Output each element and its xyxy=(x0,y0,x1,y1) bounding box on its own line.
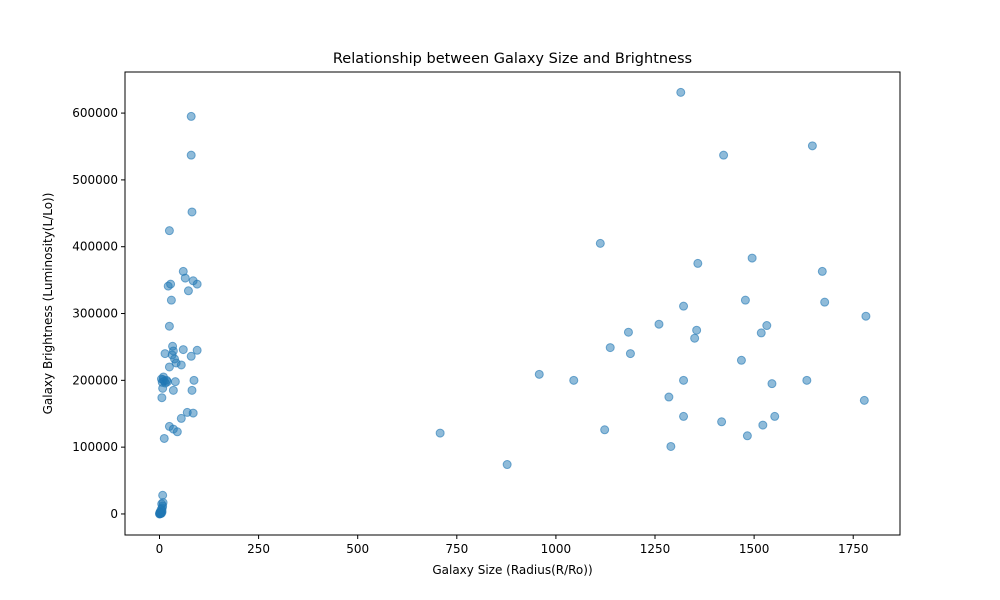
data-point xyxy=(758,420,768,430)
data-point xyxy=(600,425,610,435)
x-axis-label: Galaxy Size (Radius(R/Ro)) xyxy=(432,563,592,577)
x-tick-label: 1250 xyxy=(640,542,671,556)
data-point xyxy=(569,375,579,385)
data-point xyxy=(623,327,633,337)
data-point xyxy=(861,311,871,321)
data-point xyxy=(172,427,182,437)
data-point xyxy=(192,345,202,355)
y-axis-ticks: 0 100000 200000 300000 400000 500000 600000 xyxy=(72,106,125,521)
y-tick-label: 100000 xyxy=(72,440,118,454)
points-layer xyxy=(154,87,871,519)
x-tick-label: 0 xyxy=(156,542,164,556)
data-point xyxy=(187,207,197,217)
data-point xyxy=(664,392,674,402)
data-point xyxy=(164,362,174,372)
data-point xyxy=(679,301,689,311)
x-axis-ticks: 0 250 500 750 1000 1250 1500 1750 xyxy=(156,535,869,556)
x-tick-label: 250 xyxy=(247,542,270,556)
y-axis-label: Galaxy Brightness (Luminosity(L/Lo)) xyxy=(41,193,55,415)
data-point xyxy=(817,266,827,276)
data-point xyxy=(159,433,169,443)
data-point xyxy=(595,238,605,248)
y-tick-label: 200000 xyxy=(72,373,118,387)
x-tick-label: 1000 xyxy=(541,542,572,556)
data-point xyxy=(183,286,193,296)
data-point xyxy=(160,349,170,359)
x-tick-label: 500 xyxy=(346,542,369,556)
x-tick-label: 750 xyxy=(445,542,468,556)
data-point xyxy=(807,141,817,151)
data-point xyxy=(679,375,689,385)
data-point xyxy=(625,349,635,359)
data-point xyxy=(502,460,512,470)
data-point xyxy=(820,297,830,307)
data-point xyxy=(170,377,180,387)
data-point xyxy=(164,321,174,331)
y-tick-label: 400000 xyxy=(72,240,118,254)
data-point xyxy=(742,431,752,441)
data-point xyxy=(157,393,167,403)
x-tick-label: 1500 xyxy=(739,542,770,556)
data-point xyxy=(187,385,197,395)
data-point xyxy=(717,417,727,427)
data-point xyxy=(156,504,166,514)
data-point xyxy=(162,377,172,387)
data-point xyxy=(605,343,615,353)
y-tick-label: 300000 xyxy=(72,307,118,321)
data-point xyxy=(166,295,176,305)
data-point xyxy=(740,295,750,305)
data-point xyxy=(178,345,188,355)
data-point xyxy=(666,441,676,451)
data-point xyxy=(679,411,689,421)
data-point xyxy=(189,375,199,385)
data-point xyxy=(762,321,772,331)
data-point xyxy=(736,355,746,365)
data-point xyxy=(767,379,777,389)
x-tick-label: 1750 xyxy=(838,542,869,556)
data-point xyxy=(747,253,757,263)
data-point xyxy=(756,328,766,338)
plot-frame xyxy=(124,71,901,536)
data-point xyxy=(435,428,445,438)
y-tick-label: 600000 xyxy=(72,106,118,120)
y-tick-label: 500000 xyxy=(72,173,118,187)
data-point xyxy=(654,319,664,329)
data-point xyxy=(690,333,700,343)
data-point xyxy=(158,490,168,500)
data-point xyxy=(176,413,186,423)
data-point xyxy=(192,279,202,289)
data-point xyxy=(676,87,686,97)
data-point xyxy=(534,369,544,379)
data-point xyxy=(188,408,198,418)
data-point xyxy=(180,273,190,283)
data-point xyxy=(166,279,176,289)
chart-title: Relationship between Galaxy Size and Bri… xyxy=(333,51,692,67)
data-point xyxy=(186,351,196,361)
data-point xyxy=(168,385,178,395)
y-tick-label: 0 xyxy=(110,507,118,521)
data-point xyxy=(164,226,174,236)
data-point xyxy=(186,150,196,160)
data-point xyxy=(719,150,729,160)
data-point xyxy=(692,325,702,335)
data-point xyxy=(693,258,703,268)
data-point xyxy=(176,360,186,370)
data-point xyxy=(802,375,812,385)
data-point xyxy=(770,411,780,421)
data-point xyxy=(186,111,196,121)
data-point xyxy=(859,395,869,405)
